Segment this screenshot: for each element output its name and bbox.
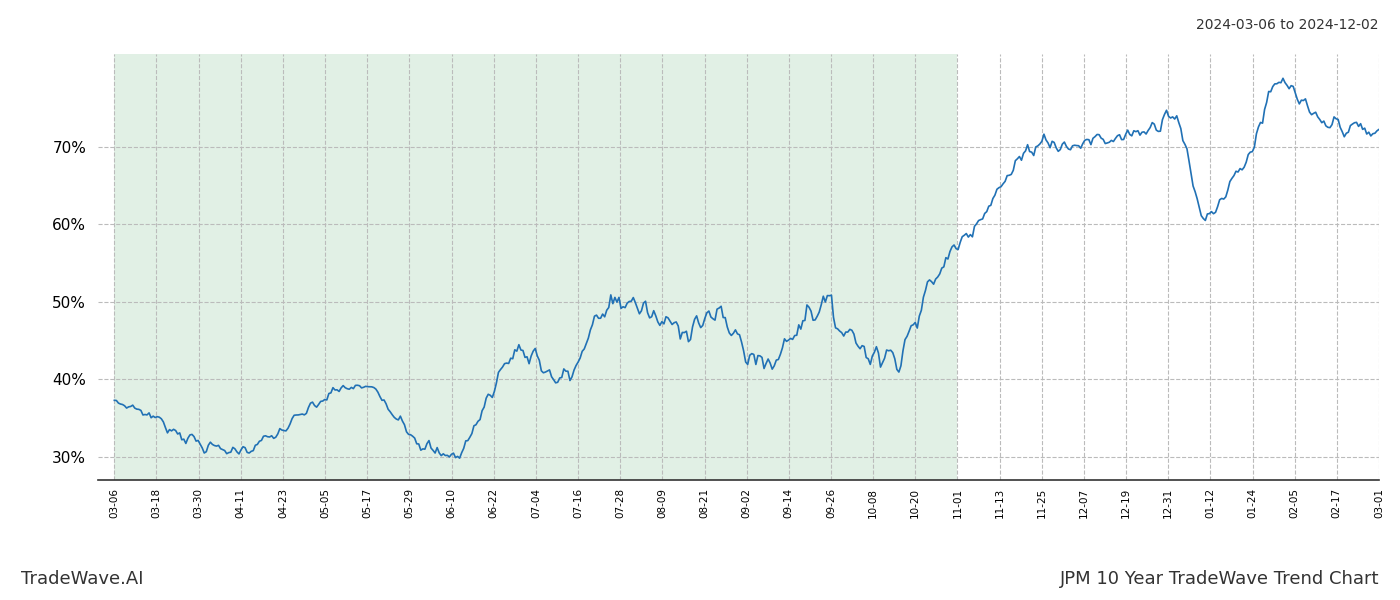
Text: TradeWave.AI: TradeWave.AI	[21, 570, 143, 588]
Bar	[115, 54, 958, 480]
Text: 2024-03-06 to 2024-12-02: 2024-03-06 to 2024-12-02	[1197, 18, 1379, 32]
Text: JPM 10 Year TradeWave Trend Chart: JPM 10 Year TradeWave Trend Chart	[1060, 570, 1379, 588]
